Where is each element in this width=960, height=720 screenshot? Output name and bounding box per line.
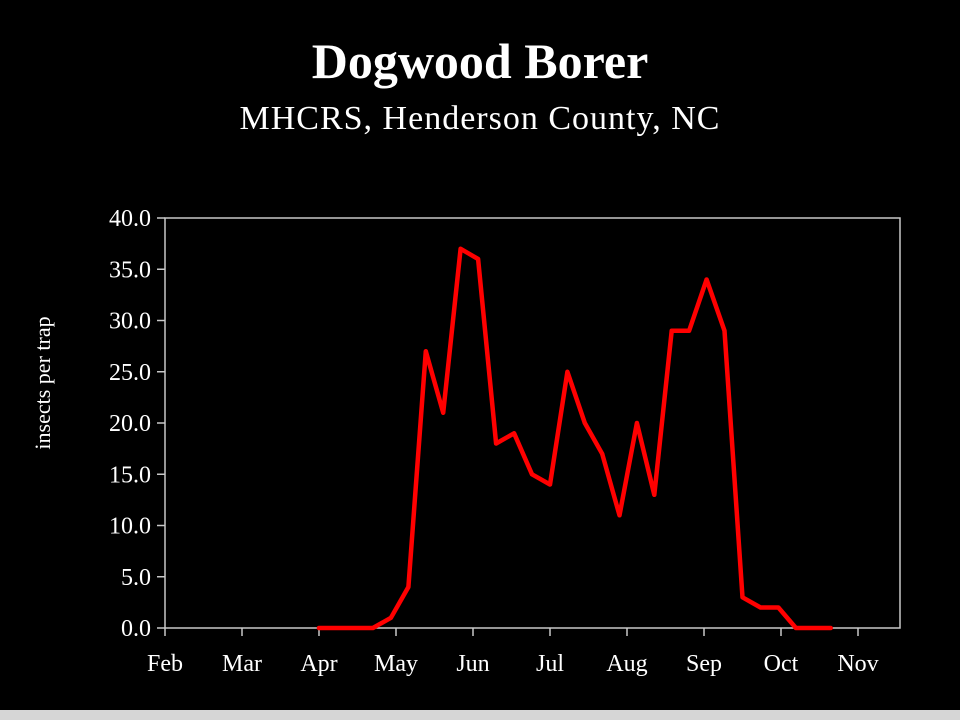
- data-point: [811, 626, 816, 630]
- data-point: [582, 421, 587, 425]
- y-tick-label: 30.0: [109, 309, 151, 335]
- data-points: [317, 246, 833, 630]
- data-point: [317, 626, 321, 630]
- y-tick-label: 15.0: [109, 462, 151, 488]
- y-axis: 0.0 5.0 10.0 15.0 20.0 25.0 30.0 35.0 40.0: [109, 206, 165, 642]
- data-point: [548, 482, 552, 487]
- data-point: [793, 626, 798, 630]
- data-point: [704, 277, 709, 282]
- x-tick-label: Mar: [222, 651, 262, 677]
- x-tick-label: Sep: [686, 651, 722, 677]
- data-point: [687, 328, 692, 333]
- data-point: [565, 369, 570, 374]
- data-point: [334, 626, 339, 630]
- y-tick-label: 35.0: [109, 257, 151, 283]
- data-point: [617, 513, 622, 518]
- y-tick-label: 0.0: [121, 616, 151, 642]
- x-tick-label: May: [374, 651, 418, 677]
- y-tick-label: 40.0: [109, 206, 151, 232]
- x-tick-label: Nov: [837, 651, 878, 677]
- series-line: [316, 246, 833, 631]
- data-point: [758, 605, 763, 610]
- y-tick-label: 5.0: [121, 565, 151, 591]
- data-point: [530, 472, 535, 477]
- data-point: [652, 492, 657, 497]
- x-tick-label: Jun: [456, 651, 489, 677]
- data-point: [722, 328, 727, 333]
- data-point: [406, 585, 411, 589]
- chart-title: Dogwood Borer: [311, 33, 649, 89]
- data-point: [740, 595, 745, 600]
- x-tick-label: Jul: [536, 651, 564, 677]
- x-tick-label: Apr: [300, 651, 337, 677]
- y-axis-label: insects per trap: [30, 316, 55, 449]
- data-point: [828, 626, 833, 630]
- y-tick-label: 20.0: [109, 411, 151, 437]
- data-point: [441, 410, 446, 415]
- data-point: [776, 605, 781, 610]
- data-point: [352, 626, 357, 630]
- x-tick-label: Aug: [606, 651, 647, 677]
- y-tick-label: 10.0: [109, 514, 151, 540]
- x-tick-label: Oct: [764, 651, 799, 677]
- plot-area: [164, 217, 901, 629]
- data-point: [388, 615, 393, 620]
- data-point: [458, 246, 463, 251]
- data-point: [634, 421, 639, 425]
- x-axis: Feb Mar Apr May Jun Jul Aug Sep Oct Nov: [147, 628, 879, 677]
- data-point: [512, 431, 517, 436]
- bottom-strip: [0, 710, 960, 720]
- data-point: [423, 349, 428, 354]
- y-tick-label: 25.0: [109, 360, 151, 386]
- x-tick-label: Feb: [147, 651, 183, 677]
- data-point: [600, 451, 605, 456]
- data-point: [669, 328, 674, 333]
- chart-subtitle: MHCRS, Henderson County, NC: [239, 100, 721, 137]
- data-point: [476, 257, 481, 261]
- data-point: [370, 626, 375, 630]
- data-point: [494, 441, 499, 446]
